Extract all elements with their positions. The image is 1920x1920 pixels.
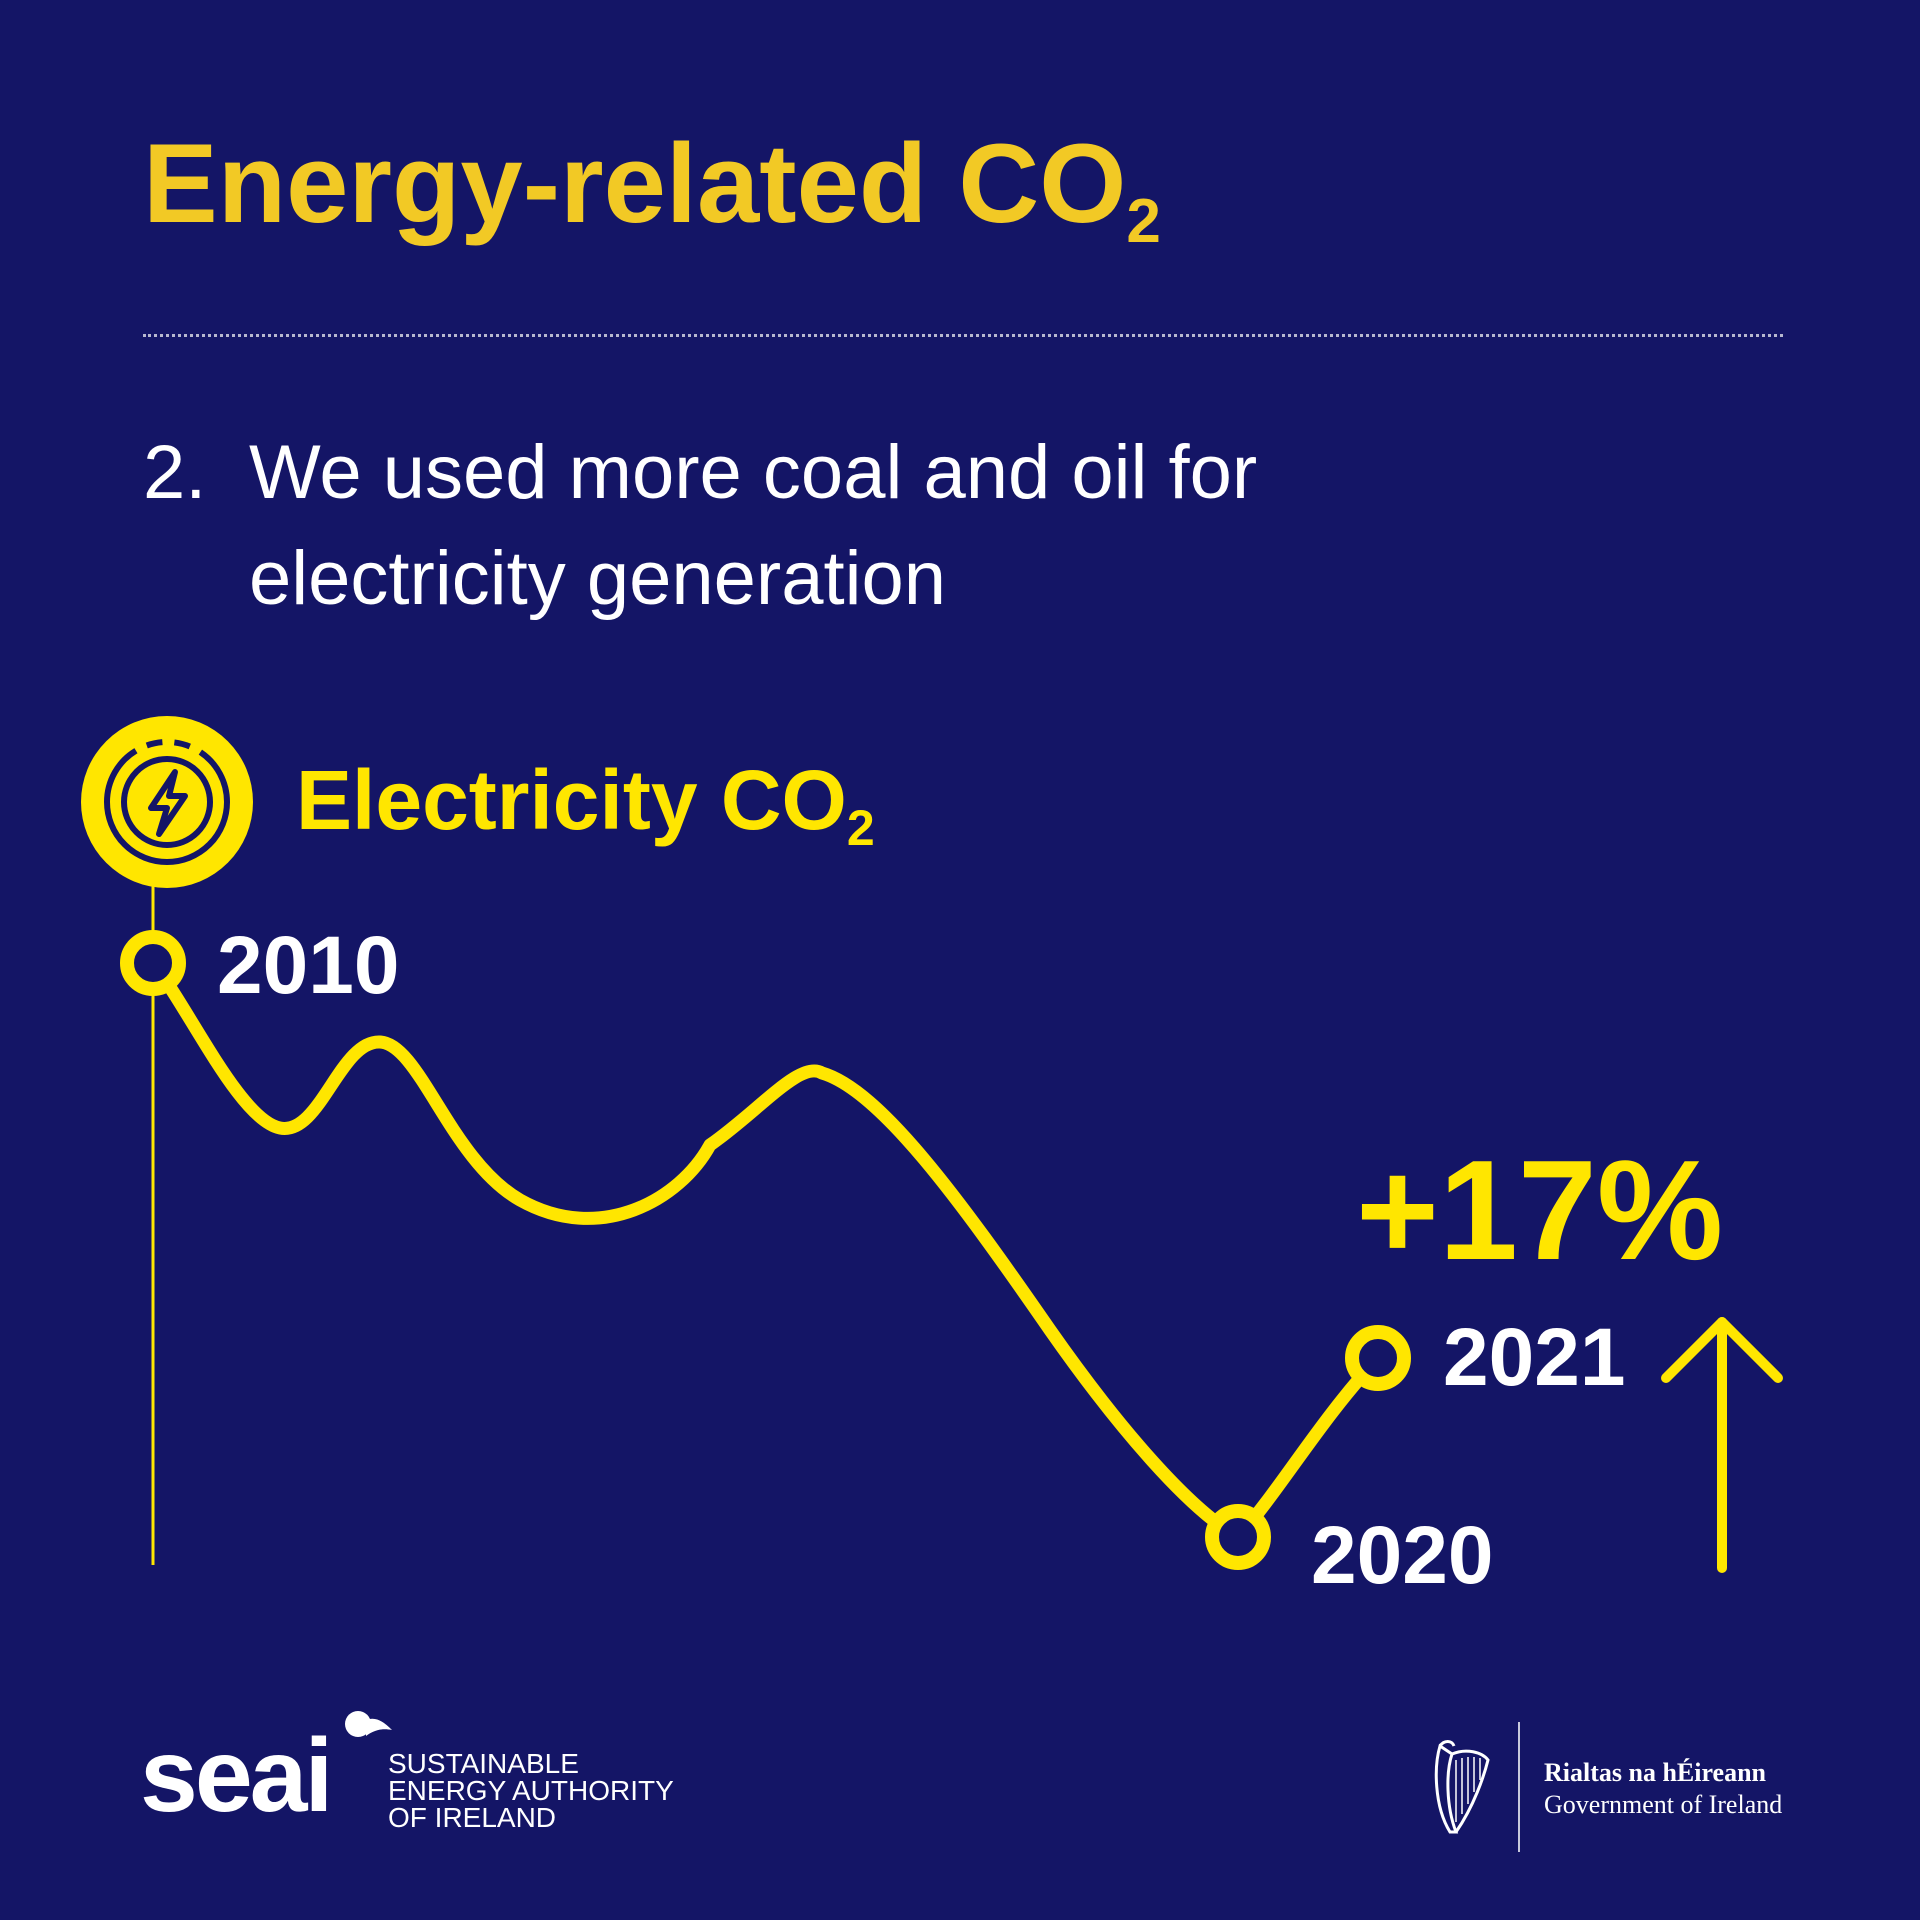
dotted-divider — [143, 334, 1783, 337]
key-point: 2. We used more coal and oil for electrici… — [143, 420, 1257, 632]
government-name-english: Government of Ireland — [1544, 1790, 1783, 1819]
marker-2010 — [120, 930, 186, 996]
seai-name-line-1: SUSTAINABLE — [388, 1748, 579, 1779]
government-name-irish: Rialtas na hÉireann — [1544, 1758, 1767, 1787]
change-percentage: +17% — [1356, 1131, 1724, 1290]
electricity-bolt-icon — [81, 716, 253, 888]
seai-name: SUSTAINABLE ENERGY AUTHORITY OF IRELAND — [388, 1748, 674, 1833]
seai-wordmark: seai — [140, 1718, 333, 1834]
seai-name-line-2: ENERGY AUTHORITY — [388, 1775, 674, 1806]
marker-2021 — [1345, 1325, 1411, 1391]
government-logo: Rialtas na hÉireann Government of Irelan… — [1426, 1722, 1806, 1852]
label-2021: 2021 — [1443, 1312, 1626, 1403]
trend-line — [146, 956, 1385, 1544]
marker-2020 — [1205, 1504, 1271, 1570]
label-2020: 2020 — [1311, 1510, 1494, 1601]
government-separator — [1518, 1722, 1520, 1852]
page-title-text: Energy-related CO — [143, 121, 1127, 246]
up-arrow-icon — [1661, 1317, 1783, 1573]
key-point-text: We used more coal and oil for electricity… — [249, 420, 1257, 632]
seai-name-line-3: OF IRELAND — [388, 1802, 557, 1833]
key-point-number: 2. — [143, 430, 207, 515]
label-2010: 2010 — [217, 920, 400, 1011]
harp-icon — [1434, 1740, 1490, 1834]
key-point-line-2: electricity generation — [249, 536, 947, 621]
chart-title-subscript: 2 — [846, 800, 875, 856]
seai-swoosh-icon — [345, 1711, 392, 1737]
page-title-subscript: 2 — [1126, 186, 1161, 256]
chart-title: Electricity CO2 — [296, 758, 875, 853]
chart-title-text: Electricity CO — [296, 753, 847, 847]
seai-logo: seai — [140, 1700, 392, 1840]
page-title: Energy-related CO2 — [143, 128, 1161, 253]
key-point-line-1: We used more coal and oil for — [249, 430, 1258, 515]
